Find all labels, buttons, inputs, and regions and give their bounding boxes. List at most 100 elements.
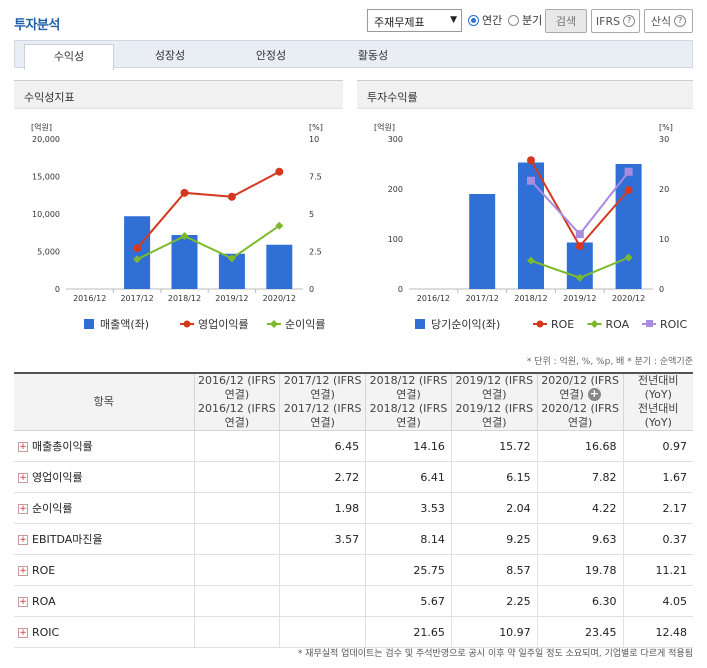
table-cell: 19.78	[536, 554, 624, 586]
table-cell: 8.14	[365, 523, 452, 555]
y-tick-label-left: 300	[388, 135, 403, 144]
y-tick-label-left: 10,000	[32, 210, 60, 219]
table-cell: 6.41	[365, 461, 452, 493]
legend-label: 당기순이익(좌)	[431, 318, 500, 331]
expand-row-icon[interactable]: +	[18, 473, 28, 483]
table-cell: 4.05	[622, 585, 693, 617]
chevron-down-icon: ▼	[450, 15, 457, 25]
table-cell: 4.22	[536, 492, 624, 524]
tab-growth[interactable]: 성장성	[154, 49, 186, 62]
column-header: 2017/12 (IFRS연결) 2017/12 (IFRS연결)	[279, 372, 367, 431]
table-row: + 매출총이익률 6.45 14.16 15.72 16.68 0.97	[14, 430, 693, 462]
legend-label: ROE	[551, 318, 574, 331]
table-cell: 6.15	[450, 461, 538, 493]
row-label[interactable]: + 영업이익률	[14, 461, 195, 493]
table-cell	[193, 430, 281, 462]
y-tick-label-left: 20,000	[32, 135, 60, 144]
radio-quarter[interactable]: 분기	[508, 12, 542, 28]
y-tick-label-right: 5	[309, 210, 314, 219]
ifrs-label: IFRS	[595, 14, 621, 28]
bar	[469, 194, 496, 289]
table-row: + EBITDA마진율 3.57 8.14 9.25 9.63 0.37	[14, 523, 693, 555]
expand-row-icon[interactable]: +	[18, 535, 28, 545]
legend-label: 순이익률	[285, 318, 325, 331]
row-label[interactable]: + 매출총이익률	[14, 430, 195, 462]
column-header-line: 전년대비 (YoY)	[638, 402, 679, 429]
table-cell: 6.45	[279, 430, 367, 462]
table-cell: 16.68	[536, 430, 624, 462]
profitability-chart: [억원] [%] 0 5,000 10,000 15,000 20,000 0 2.5 5 7.5 1…	[31, 122, 325, 331]
series-marker	[575, 242, 584, 251]
row-label[interactable]: + ROE	[14, 554, 195, 586]
table-row: + 영업이익률 2.72 6.41 6.15 7.82 1.67	[14, 461, 693, 493]
series-line	[136, 170, 280, 249]
statement-type-select[interactable]: 주재무제표 ▼	[367, 9, 462, 32]
column-header-line: 2019/12 (IFRS연결)	[455, 374, 534, 401]
table-cell: 0.37	[622, 523, 693, 555]
column-header-line: 2020/12 (IFRS연결)	[541, 374, 619, 401]
y-tick-label-left: 15,000	[32, 173, 60, 182]
table-cell: 6.30	[536, 585, 624, 617]
expand-row-icon[interactable]: +	[18, 565, 28, 576]
row-label[interactable]: + ROIC	[14, 616, 195, 648]
y-tick-label-right: 10	[309, 135, 319, 144]
table-row: + 순이익률 1.98 3.53 2.04 4.22 2.17	[14, 492, 693, 524]
x-tick-label: 2018/12	[168, 294, 201, 303]
ifrs-help-button[interactable]: IFRS?	[591, 9, 640, 33]
question-icon: ?	[623, 15, 636, 27]
series-marker	[227, 192, 236, 201]
series-marker	[527, 176, 535, 185]
table-cell	[193, 554, 281, 586]
formula-label: 산식	[650, 15, 672, 28]
search-button[interactable]: 검색	[545, 9, 587, 33]
y-tick-label-left: 200	[388, 185, 403, 194]
table-cell: 3.57	[279, 523, 367, 555]
tab-profitability[interactable]: 수익성	[24, 44, 114, 70]
table-cell: 7.82	[536, 461, 624, 493]
panel-title-investment: 투자수익률	[357, 80, 693, 109]
column-header-line: 전년대비 (YoY)	[638, 374, 679, 401]
row-label[interactable]: + EBITDA마진율	[14, 523, 195, 555]
legend-label: ROA	[606, 318, 630, 331]
x-tick-label: 2017/12	[466, 294, 499, 303]
tab-bar	[14, 40, 693, 68]
expand-row-icon[interactable]: +	[18, 442, 28, 452]
row-label[interactable]: + 순이익률	[14, 492, 195, 524]
financial-table: 항목 2016/12 (IFRS연결) 2016/12 (IFRS연결) 2017/1…	[14, 372, 693, 648]
column-header: 2020/12 (IFRS연결) +2020/12 (IFRS연결)	[536, 372, 624, 431]
bar	[171, 235, 198, 289]
table-row: + ROIC 21.65 10.97 23.45 12.48	[14, 616, 693, 648]
y-unit-right: [%]	[659, 123, 673, 132]
expand-row-icon[interactable]: +	[18, 596, 28, 607]
bar	[266, 244, 293, 289]
legend-swatch	[84, 319, 94, 329]
series-marker	[575, 273, 584, 282]
legend-marker	[270, 320, 278, 328]
radio-annual-label: 연간	[482, 14, 503, 27]
y-tick-label-right: 2.5	[309, 248, 322, 257]
legend-label: ROIC	[660, 318, 688, 331]
row-label[interactable]: + ROA	[14, 585, 195, 617]
formula-help-button[interactable]: 산식?	[644, 9, 693, 33]
column-header: 2019/12 (IFRS연결) 2019/12 (IFRS연결)	[450, 372, 538, 431]
radio-annual[interactable]: 연간	[468, 12, 502, 28]
expand-row-icon[interactable]: +	[18, 627, 28, 638]
y-tick-label-left: 0	[55, 285, 60, 294]
expand-columns-icon[interactable]: +	[587, 387, 601, 401]
x-tick-label: 2017/12	[120, 294, 153, 303]
tab-stability[interactable]: 안정성	[255, 49, 287, 62]
x-tick-label: 2016/12	[73, 294, 106, 303]
table-cell: 9.25	[450, 523, 538, 555]
legend-label: 매출액(좌)	[100, 318, 149, 331]
y-tick-label-left: 100	[388, 235, 403, 244]
table-cell	[193, 523, 281, 555]
tab-activity[interactable]: 활동성	[357, 49, 389, 62]
table-cell: 11.21	[622, 554, 693, 586]
column-header-line: 2016/12 (IFRS연결)	[198, 374, 276, 401]
series-marker	[527, 156, 535, 165]
row-label-text: ROIC	[32, 625, 60, 639]
table-cell	[279, 585, 367, 617]
table-cell: 10.97	[450, 616, 538, 648]
expand-row-icon[interactable]: +	[18, 504, 28, 514]
table-cell	[279, 554, 367, 586]
